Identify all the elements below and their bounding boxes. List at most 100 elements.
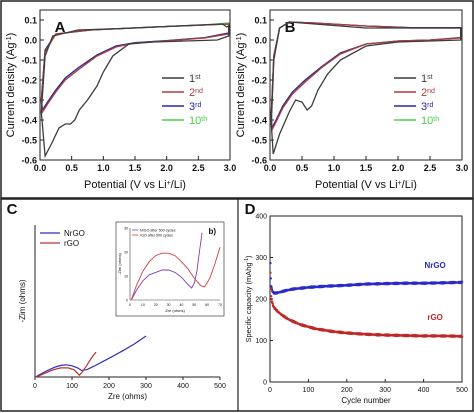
x-axis-label: Potential (V vs Li+/Li)	[315, 179, 417, 191]
x-tick-label: 0	[33, 383, 37, 390]
y-tick-label: -0.4	[251, 116, 267, 126]
y-tick-label: 300	[255, 255, 267, 262]
superscript: +	[398, 180, 402, 187]
superscript: st	[427, 74, 433, 81]
capacity-point	[269, 277, 272, 280]
superscript: rd	[427, 102, 433, 109]
inset-x-tick-label: 50	[192, 303, 196, 307]
legend-label: 1st	[189, 73, 201, 85]
inset-curve	[130, 232, 203, 301]
superscript: th	[433, 116, 439, 123]
cv-curve-1st	[40, 23, 230, 159]
y-tick-label: 0.0	[254, 36, 267, 46]
y-tick-label: 400	[255, 214, 267, 221]
y-tick-label: -0.5	[21, 136, 37, 146]
plot-frame	[39, 9, 231, 161]
superscript: nd	[195, 88, 203, 95]
inset-x-tick-label: 70	[218, 303, 222, 307]
superscript: nd	[427, 88, 435, 95]
superscript: st	[195, 74, 201, 81]
x-tick-label: 1.5	[360, 163, 373, 173]
x-tick-label: 300	[379, 387, 391, 394]
superscript: +	[167, 180, 171, 187]
capacity-point	[271, 302, 274, 305]
plot-frame	[269, 9, 463, 161]
panel-A: 0.10.0-0.1-0.2-0.3-0.4-0.5-0.60.0 0.5 1.0 1…	[5, 9, 237, 191]
nyquist-curve-NrGO	[35, 335, 147, 378]
superscript: rd	[195, 102, 201, 109]
y-tick-label: -0.3	[21, 96, 37, 106]
x-tick-label: 1.0	[328, 163, 341, 173]
capacity-point	[269, 271, 272, 274]
y-axis-label: Current density (Ag-1)	[5, 33, 17, 138]
x-tick-label: 100	[303, 387, 315, 394]
top-panels-border	[0, 0, 474, 199]
superscript: -1	[236, 36, 243, 42]
y-axis-label: -Zim (ohms)	[18, 279, 27, 322]
capacity-point	[270, 295, 273, 298]
y-tick-label: -0.5	[251, 136, 267, 146]
inset-curve	[130, 247, 221, 301]
x-axis-label: Cycle number	[341, 396, 391, 405]
y-tick-label: -0.2	[251, 76, 267, 86]
panel-letter: C	[7, 201, 18, 218]
capacity-point	[460, 280, 464, 283]
x-tick-label: 3.0	[224, 163, 237, 173]
inset-x-tick-label: 30	[167, 303, 171, 307]
inset-y-tick-label: 20	[124, 251, 128, 255]
x-tick-label: 500	[214, 383, 226, 390]
annotation-nrgo: NrGO	[424, 261, 445, 270]
x-tick-label: 2.5	[192, 163, 205, 173]
y-tick-label: 0	[263, 380, 267, 387]
inset-x-axis-label: Zre (ohms)	[165, 308, 185, 313]
y-tick-label: -0.2	[21, 76, 37, 86]
inset-x-tick-label: 40	[179, 303, 183, 307]
y-tick-label: 0.0	[24, 36, 37, 46]
inset-y-tick-label: 10	[124, 275, 128, 279]
series-NrGO	[269, 261, 464, 295]
inset-x-tick-label: 10	[141, 303, 145, 307]
x-tick-label: 500	[456, 387, 468, 394]
x-tick-label: 2.5	[424, 163, 437, 173]
inset-legend-label: rGO after 500 cycles	[140, 234, 173, 238]
x-tick-label: 2.0	[392, 163, 405, 173]
capacity-point	[460, 335, 464, 339]
plot-frame	[269, 215, 463, 383]
x-axis-label: Potential (V vs Li+/Li)	[84, 179, 186, 191]
legend-label: rGO	[64, 239, 79, 248]
x-tick-label: 1.0	[97, 163, 110, 173]
inset-x-tick-label: 0	[129, 303, 131, 307]
y-tick-label: -0.3	[251, 96, 267, 106]
y-tick-label: 100	[255, 338, 267, 345]
panel-B: 0.10.0-0.1-0.2-0.3-0.4-0.5-0.60.0 0.5 1.0 1…	[235, 9, 468, 191]
cv-curve-1st	[270, 21, 462, 155]
x-tick-label: 400	[418, 387, 430, 394]
x-tick-label: 2.0	[160, 163, 173, 173]
inset-y-tick-label: 30	[124, 227, 128, 231]
x-tick-label: 0.5	[296, 163, 309, 173]
panel-D: D 0 100 200 300 400 0 100 200 300 400 500 Cycle numb…	[244, 201, 468, 405]
x-tick-label: 200	[103, 383, 115, 390]
y-tick-label: -0.4	[21, 116, 37, 126]
y-tick-label: -0.6	[251, 156, 267, 166]
capacity-point	[269, 261, 272, 265]
superscript: -1	[6, 36, 13, 42]
x-tick-label: 300	[140, 383, 152, 390]
inset-frame	[115, 221, 225, 317]
y-axis-label: Current density (Ag-1)	[235, 33, 247, 138]
inset-x-tick-label: 20	[154, 303, 158, 307]
y-tick-label: 0.1	[254, 16, 267, 26]
x-tick-label: 200	[341, 387, 353, 394]
annotation-rgo: rGO	[427, 313, 443, 322]
panel-letter: D	[245, 201, 256, 218]
bottom-panels-border	[0, 198, 474, 412]
x-tick-label: 0	[268, 387, 272, 394]
superscript: th	[201, 116, 207, 123]
capacity-point	[270, 298, 273, 301]
series-rGO	[269, 271, 464, 339]
x-tick-label: 100	[66, 383, 78, 390]
